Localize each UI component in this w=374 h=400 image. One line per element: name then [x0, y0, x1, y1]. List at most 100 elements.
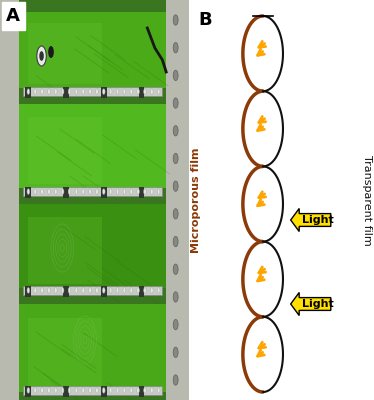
Circle shape: [27, 89, 30, 94]
Bar: [28, 217, 102, 284]
Circle shape: [144, 189, 146, 194]
Circle shape: [82, 89, 85, 94]
Bar: [101, 187, 107, 198]
Polygon shape: [166, 0, 189, 400]
Bar: [25, 187, 31, 198]
Circle shape: [47, 89, 50, 94]
Circle shape: [61, 288, 64, 293]
Circle shape: [68, 189, 71, 194]
Circle shape: [173, 181, 178, 191]
Circle shape: [96, 288, 98, 293]
Circle shape: [130, 89, 132, 94]
Bar: [63, 187, 69, 198]
Circle shape: [27, 288, 30, 293]
Text: Transparent film: Transparent film: [362, 155, 372, 245]
Circle shape: [173, 153, 178, 164]
Bar: [63, 386, 69, 397]
Circle shape: [173, 15, 178, 25]
Circle shape: [150, 189, 153, 194]
Circle shape: [75, 388, 78, 393]
Circle shape: [109, 89, 112, 94]
Circle shape: [173, 347, 178, 358]
Bar: [23, 386, 162, 395]
Circle shape: [137, 388, 140, 393]
Circle shape: [116, 288, 119, 293]
Circle shape: [34, 288, 37, 293]
Circle shape: [96, 89, 98, 94]
Circle shape: [116, 189, 119, 194]
Circle shape: [102, 89, 105, 94]
Circle shape: [109, 288, 112, 293]
Bar: [25, 87, 31, 98]
Bar: [23, 187, 162, 196]
Circle shape: [123, 288, 126, 293]
Text: Light: Light: [302, 215, 334, 225]
Polygon shape: [0, 0, 19, 400]
Circle shape: [34, 388, 37, 393]
Circle shape: [144, 388, 146, 393]
Bar: [19, 204, 166, 288]
Circle shape: [109, 189, 112, 194]
Circle shape: [144, 89, 146, 94]
Circle shape: [41, 89, 43, 94]
Circle shape: [173, 126, 178, 136]
Bar: [101, 286, 107, 297]
Circle shape: [68, 89, 71, 94]
Bar: [101, 386, 107, 397]
Bar: [19, 304, 166, 392]
Bar: [101, 87, 107, 98]
Circle shape: [150, 89, 153, 94]
Circle shape: [116, 89, 119, 94]
Circle shape: [173, 320, 178, 330]
Text: Light: Light: [302, 299, 334, 309]
Circle shape: [55, 288, 57, 293]
Circle shape: [27, 388, 30, 393]
Circle shape: [61, 388, 64, 393]
Circle shape: [150, 388, 153, 393]
Text: Microporous film: Microporous film: [191, 147, 201, 253]
Circle shape: [137, 288, 140, 293]
Circle shape: [61, 189, 64, 194]
Circle shape: [41, 189, 43, 194]
Circle shape: [55, 189, 57, 194]
Circle shape: [123, 189, 126, 194]
Circle shape: [96, 189, 98, 194]
Circle shape: [37, 46, 46, 66]
Circle shape: [96, 388, 98, 393]
Circle shape: [102, 288, 105, 293]
Circle shape: [123, 388, 126, 393]
Circle shape: [75, 89, 78, 94]
Circle shape: [173, 236, 178, 247]
Circle shape: [102, 189, 105, 194]
Text: B: B: [198, 11, 212, 29]
Circle shape: [89, 89, 91, 94]
Circle shape: [68, 388, 71, 393]
Bar: [23, 87, 162, 96]
Bar: [28, 318, 102, 388]
Circle shape: [157, 89, 160, 94]
Circle shape: [48, 46, 54, 58]
Bar: [28, 117, 102, 184]
Circle shape: [173, 98, 178, 108]
Circle shape: [137, 189, 140, 194]
Circle shape: [89, 288, 91, 293]
Circle shape: [47, 288, 50, 293]
Circle shape: [173, 42, 178, 53]
Circle shape: [130, 288, 132, 293]
Circle shape: [130, 189, 132, 194]
Polygon shape: [291, 208, 331, 232]
Bar: [139, 87, 144, 98]
Circle shape: [55, 89, 57, 94]
Circle shape: [55, 388, 57, 393]
Circle shape: [27, 189, 30, 194]
Circle shape: [102, 388, 105, 393]
Circle shape: [137, 89, 140, 94]
Circle shape: [157, 388, 160, 393]
Circle shape: [123, 89, 126, 94]
Circle shape: [75, 189, 78, 194]
Bar: [25, 286, 31, 297]
Circle shape: [130, 388, 132, 393]
Bar: [23, 286, 162, 295]
Circle shape: [157, 189, 160, 194]
Circle shape: [82, 388, 85, 393]
